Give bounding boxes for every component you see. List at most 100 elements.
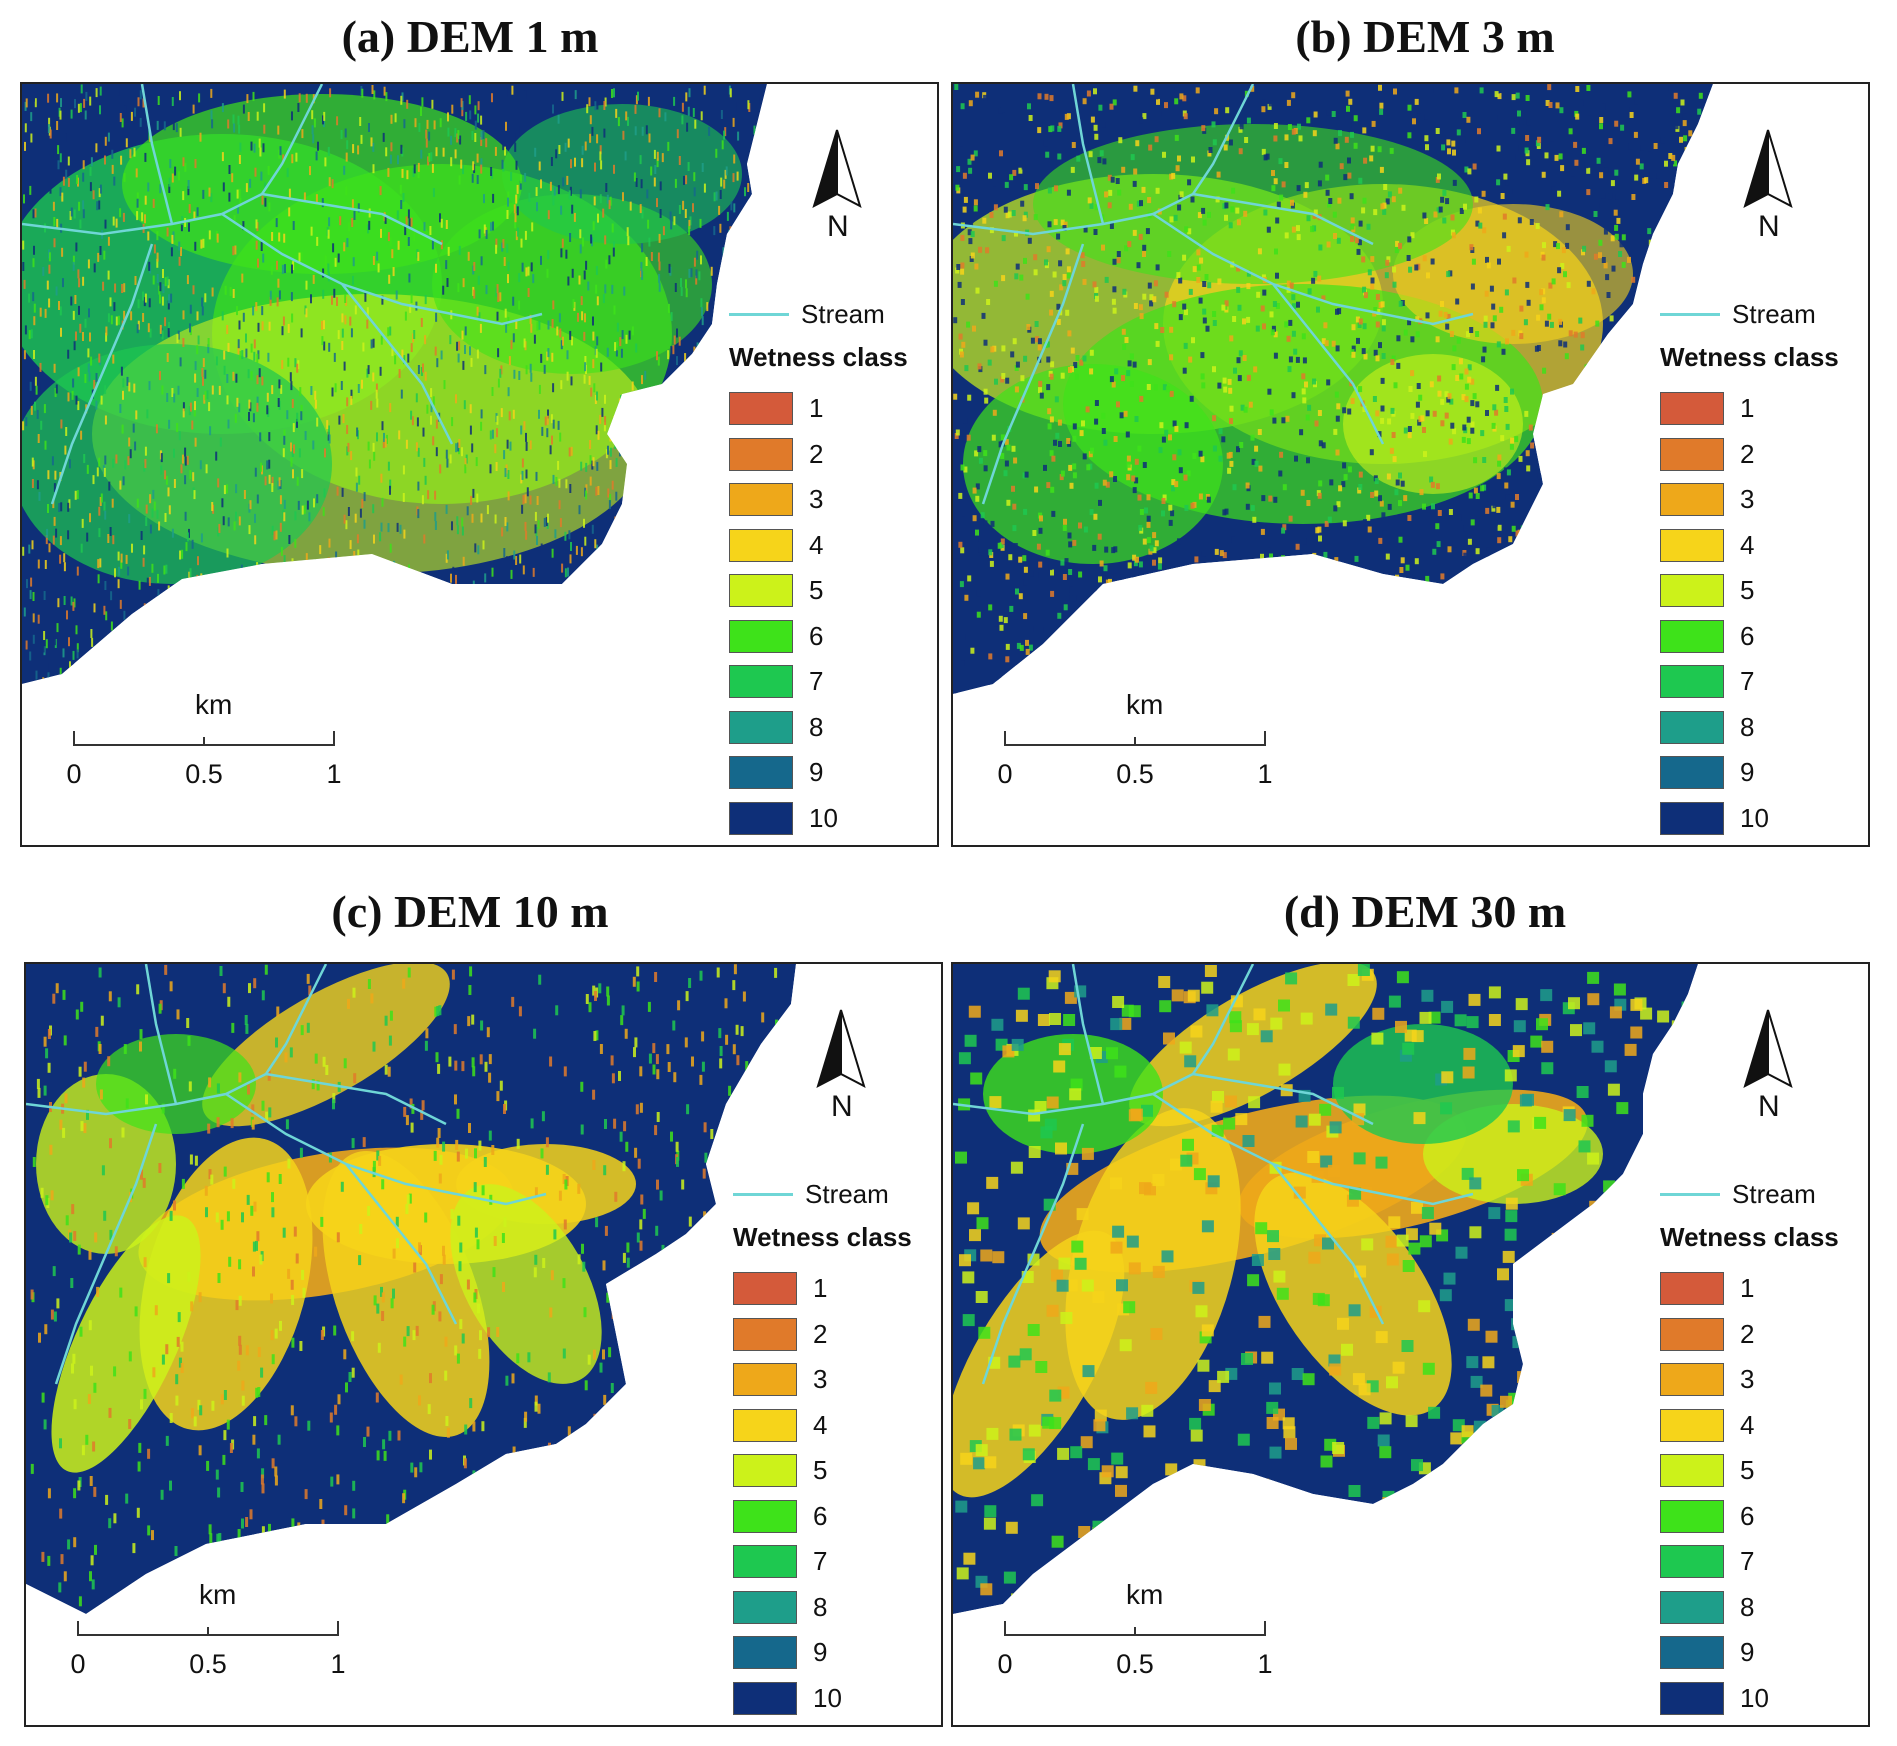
legend-item: 5 (733, 1448, 842, 1494)
legend-label: 8 (1740, 711, 1755, 742)
legend-stream-label: Stream (1732, 1178, 1816, 1209)
map-legend: Stream Wetness class 1 2 3 4 5 6 7 8 9 10 (733, 964, 933, 1725)
legend-label: 10 (813, 1682, 842, 1713)
legend-item: 1 (1660, 1266, 1769, 1312)
scale-tick-label: 1 (330, 1649, 346, 1679)
legend-item: 7 (733, 1539, 842, 1585)
legend-swatch (1660, 1408, 1724, 1442)
map-legend: Stream Wetness class 1 2 3 4 5 6 7 8 9 10 (1660, 964, 1860, 1725)
legend-swatch (729, 437, 793, 471)
scale-bar: km 0 0.5 1 (62, 689, 382, 819)
legend-item: 1 (729, 386, 838, 432)
legend-swatch (733, 1499, 797, 1533)
legend-swatch (1660, 619, 1724, 653)
legend-swatch (729, 710, 793, 744)
legend-swatch (1660, 1545, 1724, 1579)
legend-stream-label: Stream (801, 298, 885, 329)
legend-item: 3 (729, 477, 838, 523)
legend-label: 1 (1740, 1273, 1755, 1304)
legend-item: 6 (729, 614, 838, 660)
scale-unit: km (195, 689, 233, 720)
scale-bar: km 0 0.5 1 (993, 1579, 1313, 1709)
legend-swatch (729, 756, 793, 790)
legend-stream-label: Stream (1732, 298, 1816, 329)
legend-item: 6 (733, 1494, 842, 1540)
scale-tick-label: 1 (1257, 1649, 1273, 1679)
scale-bar-line (77, 1621, 339, 1636)
legend-item: 6 (1660, 614, 1769, 660)
legend-label: 4 (813, 1409, 828, 1440)
legend-title: Wetness class (1660, 342, 1839, 372)
north-letter: N (831, 1090, 853, 1123)
legend-swatch (1660, 483, 1724, 517)
legend-item: 4 (729, 523, 838, 569)
scale-tick-label: 0.5 (1116, 759, 1154, 789)
legend-label: 6 (813, 1500, 828, 1531)
legend-item: 3 (733, 1357, 842, 1403)
legend-item: 1 (733, 1266, 842, 1312)
legend-label: 8 (813, 1591, 828, 1622)
legend-list: 1 2 3 4 5 6 7 8 9 10 (729, 386, 838, 841)
legend-swatch (733, 1636, 797, 1670)
panel-title-a: (a) DEM 1 m (341, 11, 599, 62)
legend-swatch (733, 1454, 797, 1488)
wetness-map (22, 84, 767, 684)
north-arrow-shape (1743, 1009, 1793, 1088)
wetness-map (953, 964, 1698, 1614)
legend-stream: Stream (733, 1179, 889, 1209)
panel-title-c: (c) DEM 10 m (331, 886, 609, 937)
legend-label: 3 (809, 484, 824, 515)
legend-item: 9 (1660, 750, 1769, 796)
stream-line-icon (1660, 312, 1720, 316)
legend-label: 4 (809, 529, 824, 560)
legend-swatch (729, 574, 793, 608)
map-legend: Stream Wetness class 1 2 3 4 5 6 7 8 9 10 (729, 84, 929, 845)
scale-unit: km (1126, 689, 1164, 720)
legend-item: 8 (733, 1585, 842, 1631)
legend-swatch (1660, 801, 1724, 835)
legend-item: 8 (1660, 705, 1769, 751)
legend-label: 5 (813, 1455, 828, 1486)
legend-label: 9 (1740, 757, 1755, 788)
legend-list: 1 2 3 4 5 6 7 8 9 10 (733, 1266, 842, 1721)
legend-label: 4 (1740, 1409, 1755, 1440)
legend-stream: Stream (1660, 1179, 1816, 1209)
legend-swatch (729, 665, 793, 699)
legend-item: 9 (733, 1630, 842, 1676)
scale-bar-line (1004, 1621, 1266, 1636)
legend-title: Wetness class (729, 342, 908, 372)
legend-label: 6 (809, 620, 824, 651)
legend-item: 2 (729, 432, 838, 478)
legend-title: Wetness class (1660, 1222, 1839, 1252)
scale-bar-line (73, 731, 335, 746)
scale-tick-label: 0.5 (189, 1649, 227, 1679)
legend-item: 10 (729, 796, 838, 842)
north-letter: N (827, 210, 849, 243)
legend-label: 7 (1740, 666, 1755, 697)
legend-label: 1 (813, 1273, 828, 1304)
scale-tick-label: 0.5 (185, 759, 223, 789)
legend-swatch (1660, 1681, 1724, 1715)
legend-swatch (1660, 528, 1724, 562)
legend-label: 9 (813, 1637, 828, 1668)
legend-swatch (1660, 574, 1724, 608)
wetness-map (953, 84, 1713, 694)
legend-title: Wetness class (733, 1222, 912, 1252)
panel-title-b: (b) DEM 3 m (1295, 11, 1555, 62)
legend-label: 5 (1740, 575, 1755, 606)
legend-item: 5 (1660, 568, 1769, 614)
legend-label: 7 (1740, 1546, 1755, 1577)
legend-item: 4 (733, 1403, 842, 1449)
legend-swatch (729, 392, 793, 426)
legend-item: 9 (729, 750, 838, 796)
legend-label: 6 (1740, 1500, 1755, 1531)
legend-item: 8 (729, 705, 838, 751)
legend-label: 8 (1740, 1591, 1755, 1622)
north-letter: N (1758, 1090, 1780, 1123)
legend-swatch (1660, 392, 1724, 426)
legend-list: 1 2 3 4 5 6 7 8 9 10 (1660, 1266, 1769, 1721)
legend-item: 5 (729, 568, 838, 614)
legend-swatch (733, 1272, 797, 1306)
